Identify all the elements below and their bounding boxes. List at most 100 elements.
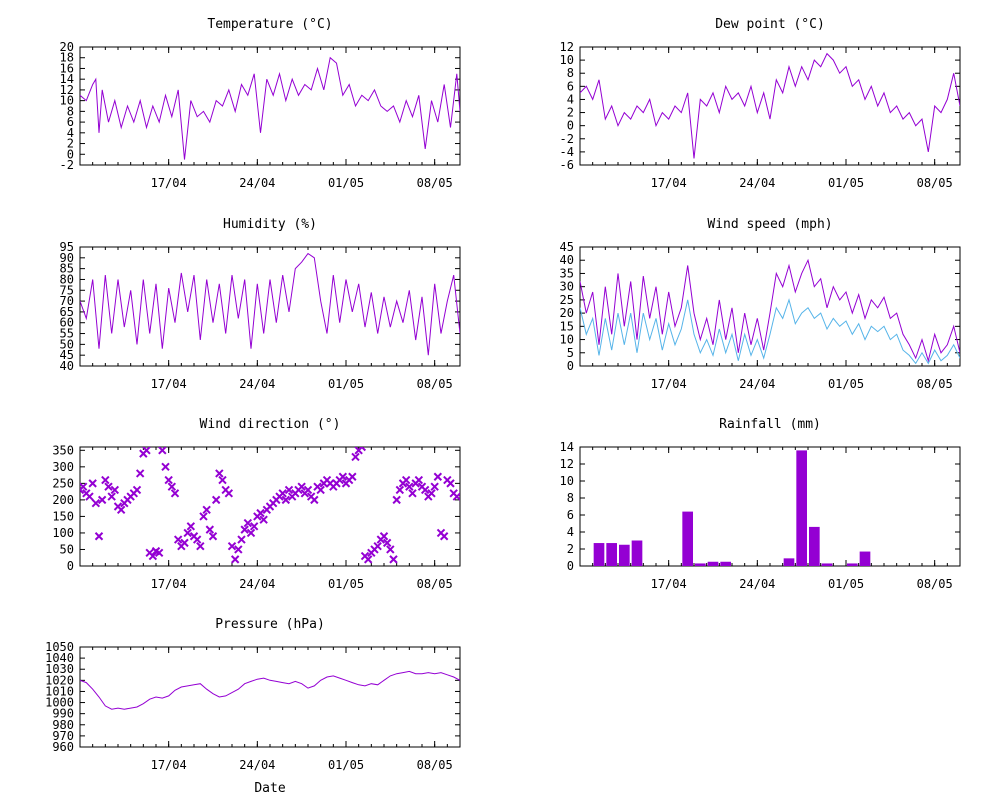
rainfall-xtick-label: 17/04 <box>651 577 687 591</box>
winddir-point <box>243 518 253 528</box>
winddir-point <box>110 485 120 495</box>
humidity-ytick-label: 85 <box>60 262 74 276</box>
winddir-chart: Wind direction (°) 0 50 100 150 200 250 300 350 1… <box>52 417 461 591</box>
humidity-ytick-label: 70 <box>60 294 74 308</box>
humidity-ytick-label: 45 <box>60 348 74 362</box>
pressure-ytick-label: 970 <box>52 729 74 743</box>
winddir-point <box>363 555 373 564</box>
windspeed-xtick-label: 24/04 <box>739 377 775 391</box>
winddir-point <box>357 447 367 452</box>
dewpoint-ytick-label: 4 <box>567 92 574 106</box>
dewpoint-xtick-label: 24/04 <box>739 176 775 190</box>
temperature-ytick-label: 6 <box>67 115 74 129</box>
rainfall-chart: Rainfall (mm) 0 2 4 6 8 10 12 14 17/04 24/04 01/05 0… <box>560 417 961 591</box>
winddir-point <box>224 489 234 498</box>
rainfall-xtick-label: 24/04 <box>739 577 775 591</box>
winddir-point <box>439 532 449 541</box>
temperature-series-0-line <box>80 56 460 160</box>
pressure-title: Pressure (hPa) <box>215 617 325 632</box>
windspeed-xtick-label: 01/05 <box>828 377 864 391</box>
winddir-point <box>161 462 170 472</box>
winddir-ytick-label: 300 <box>52 460 74 474</box>
humidity-xtick-label: 24/04 <box>239 377 275 391</box>
winddir-ytick-label: 350 <box>52 443 74 457</box>
temperature-ytick-label: 14 <box>60 72 74 86</box>
winddir-point <box>414 475 424 485</box>
temperature-ytick-label: -2 <box>60 158 74 172</box>
windspeed-ytick-label: 25 <box>560 293 574 307</box>
dewpoint-ytick-label: 2 <box>567 106 574 120</box>
winddir-ytick-label: 0 <box>67 559 74 573</box>
rainfall-ytick-label: 12 <box>560 457 574 471</box>
pressure-xtick-label: 17/04 <box>151 758 187 772</box>
temperature-title: Temperature (°C) <box>207 17 332 32</box>
winddir-ytick-label: 50 <box>60 542 74 556</box>
pressure-ytick-label: 1010 <box>45 684 74 698</box>
winddir-point <box>215 469 224 478</box>
rainfall-bar <box>809 526 820 566</box>
rainfall-xtick-label: 01/05 <box>828 577 864 591</box>
rainfall-title: Rainfall (mm) <box>719 417 821 432</box>
rainfall-ytick-label: 10 <box>560 474 574 488</box>
winddir-point <box>249 522 259 531</box>
humidity-xtick-label: 01/05 <box>328 377 364 391</box>
rainfall-bar <box>707 561 719 566</box>
rainfall-bar <box>695 563 706 566</box>
windspeed-ytick-label: 5 <box>567 346 574 360</box>
winddir-point <box>401 475 411 485</box>
winddir-xtick-label: 24/04 <box>239 577 275 591</box>
winddir-point <box>230 555 240 564</box>
windspeed-plot-area <box>580 258 960 365</box>
winddir-point <box>94 532 104 541</box>
rainfall-xtick-label: 08/05 <box>917 577 953 591</box>
winddir-point <box>164 475 173 485</box>
winddir-ytick-label: 150 <box>52 509 74 523</box>
dewpoint-ytick-label: 6 <box>567 79 574 93</box>
rainfall-bar <box>847 563 858 566</box>
rainfall-bar <box>821 563 833 566</box>
winddir-point <box>85 492 94 501</box>
winddir-point <box>205 525 215 534</box>
winddir-point <box>154 548 164 557</box>
dewpoint-series-0-line <box>580 52 960 159</box>
dewpoint-xtick-label: 17/04 <box>651 176 687 190</box>
windspeed-ytick-label: 20 <box>560 306 574 320</box>
winddir-point <box>284 485 294 495</box>
winddir-xtick-label: 08/05 <box>417 577 453 591</box>
winddir-point <box>97 495 107 505</box>
pressure-ytick-label: 1000 <box>45 696 74 710</box>
winddir-point <box>237 535 246 544</box>
dewpoint-ytick-label: 8 <box>567 66 574 80</box>
winddir-point <box>101 475 110 485</box>
winddir-xtick-label: 01/05 <box>328 577 364 591</box>
temperature-ytick-label: 0 <box>67 147 74 161</box>
windspeed-ytick-label: 30 <box>560 280 574 294</box>
humidity-xtick-label: 08/05 <box>417 377 453 391</box>
windspeed-ytick-label: 35 <box>560 266 574 280</box>
pressure-ytick-label: 1040 <box>45 651 74 665</box>
winddir-point <box>281 495 291 505</box>
windspeed-ytick-label: 15 <box>560 319 574 333</box>
winddir-point <box>148 551 158 561</box>
temperature-plot-area <box>80 56 460 160</box>
windspeed-plot-frame <box>579 246 961 367</box>
winddir-point <box>234 545 243 554</box>
pressure-ytick-label: 980 <box>52 718 74 732</box>
winddir-point <box>256 508 265 518</box>
winddir-point <box>192 535 202 544</box>
winddir-point <box>158 447 167 455</box>
winddir-point <box>259 515 268 524</box>
winddir-point <box>202 505 211 515</box>
winddir-point <box>316 485 325 495</box>
rainfall-ytick-label: 8 <box>567 491 574 505</box>
temperature-ytick-label: 10 <box>60 94 74 108</box>
dewpoint-ytick-label: 10 <box>560 53 574 67</box>
pressure-series-0-line <box>80 670 460 710</box>
humidity-ytick-label: 95 <box>60 240 74 254</box>
windspeed-series-0-line <box>580 258 960 363</box>
winddir-point <box>373 541 382 551</box>
winddir-point <box>297 482 306 491</box>
winddir-point <box>88 479 97 488</box>
winddir-point <box>132 485 142 495</box>
